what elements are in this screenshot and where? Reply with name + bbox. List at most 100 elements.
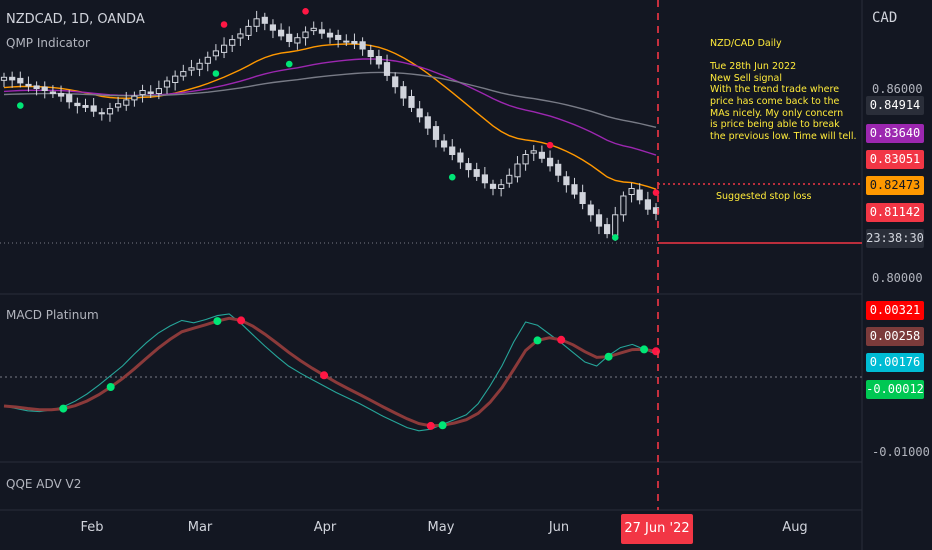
buy-signal-dot	[212, 70, 220, 77]
candle-down	[579, 192, 586, 205]
macd-tag: 0.00321	[866, 301, 924, 320]
candle-down	[49, 91, 56, 94]
sell-signal-dot	[546, 141, 554, 149]
candle-down	[335, 34, 342, 41]
macd-tag: -0.00012	[866, 380, 924, 399]
candle-up	[221, 44, 228, 53]
macd-tag: 0.00176	[866, 353, 924, 372]
price-tag: 0.82473	[866, 176, 924, 195]
candle-up	[498, 184, 505, 189]
candle-up	[514, 163, 521, 178]
macd-line	[3, 313, 657, 432]
month-label-jun: Jun	[548, 520, 570, 535]
macd-sell-dot	[557, 335, 566, 344]
candle-down	[98, 112, 105, 115]
candle-down	[644, 199, 651, 210]
month-label-aug: Aug	[782, 520, 808, 535]
candle-down	[269, 24, 276, 31]
candle-down	[318, 29, 325, 34]
macd-buy-dot	[106, 383, 115, 391]
candle-down	[147, 91, 154, 94]
candle-down	[90, 105, 97, 112]
candle-up	[163, 80, 171, 88]
price-tick-bottom: 0.80000	[872, 271, 923, 285]
candle-up	[620, 195, 627, 216]
price-tag: 0.81142	[866, 203, 924, 222]
candle-down	[538, 151, 545, 159]
candle-down	[571, 184, 578, 195]
candle-down	[66, 94, 73, 103]
stop-loss-note: Suggested stop loss	[716, 191, 812, 202]
candle-up	[253, 18, 260, 27]
currency-label: CAD	[872, 10, 898, 26]
candle-down	[595, 214, 603, 227]
macd-buy-dot	[213, 317, 222, 326]
qmp-indicator-label[interactable]: QMP Indicator	[6, 36, 90, 50]
candle-down	[449, 146, 456, 155]
candle-up	[123, 99, 130, 106]
candle-down	[278, 29, 285, 37]
candle-down	[424, 116, 431, 129]
price-tag: 0.84914	[866, 96, 924, 115]
macd-sell-dot	[426, 421, 435, 430]
candle-down	[563, 176, 570, 186]
macd-tag: 0.00258	[866, 327, 924, 346]
candlesticks	[0, 10, 660, 241]
candle-down	[359, 41, 366, 50]
candle-down	[286, 33, 293, 42]
candle-down	[489, 183, 497, 189]
symbol-label[interactable]: NZDCAD, 1D, OANDA	[6, 12, 145, 27]
candle-down	[25, 83, 32, 87]
candle-up	[506, 174, 513, 184]
candle-up	[196, 62, 203, 70]
macd-buy-dot	[438, 421, 447, 430]
candle-down	[636, 189, 643, 201]
candle-up	[188, 67, 195, 71]
buy-signal-dot	[285, 60, 293, 68]
macd-tick-bottom: -0.01000	[872, 445, 930, 459]
candle-down	[481, 174, 488, 184]
signal-dots	[17, 8, 660, 241]
candle-down	[400, 86, 407, 99]
candle-down	[465, 163, 472, 171]
sell-signal-dot	[302, 8, 309, 15]
candle-down	[392, 76, 399, 88]
candle-up	[155, 88, 163, 94]
candle-down	[33, 85, 40, 90]
month-label-apr: Apr	[313, 520, 337, 535]
qqe-indicator-label[interactable]: QQE ADV V2	[6, 477, 82, 491]
candle-down	[41, 86, 48, 91]
candle-up	[522, 154, 529, 165]
candle-down	[604, 224, 611, 235]
candle-up	[628, 188, 635, 195]
candle-up	[106, 108, 114, 115]
candle-up	[229, 39, 236, 46]
month-label-feb: Feb	[80, 520, 104, 535]
macd-indicator-label[interactable]: MACD Platinum	[6, 308, 99, 322]
candle-down	[351, 41, 358, 44]
price-tag: 23:38:30	[866, 229, 924, 248]
candle-up	[0, 76, 8, 81]
candle-up	[172, 75, 179, 83]
current-date-badge: 27 Jun '22	[621, 514, 693, 544]
macd-buy-dot	[59, 404, 68, 413]
macd-sell-dot	[237, 316, 246, 325]
candle-down	[367, 50, 374, 57]
trade-note: NZD/CAD Daily Tue 28th Jun 2022 New Sell…	[710, 38, 857, 142]
candle-down	[383, 62, 391, 76]
macd-buy-dot	[533, 336, 542, 345]
sell-signal-dot	[652, 189, 660, 196]
candle-down	[375, 56, 382, 65]
candle-down	[261, 16, 268, 24]
candle-up	[237, 33, 244, 39]
candle-down	[473, 169, 480, 177]
candle-down	[17, 77, 24, 84]
candle-down	[457, 152, 464, 163]
candle-down	[587, 204, 594, 216]
macd-buy-dot	[640, 345, 649, 354]
macd-sell-dot	[320, 371, 329, 380]
candle-up	[131, 95, 138, 101]
candle-down	[441, 140, 448, 148]
candle-down	[74, 102, 81, 107]
